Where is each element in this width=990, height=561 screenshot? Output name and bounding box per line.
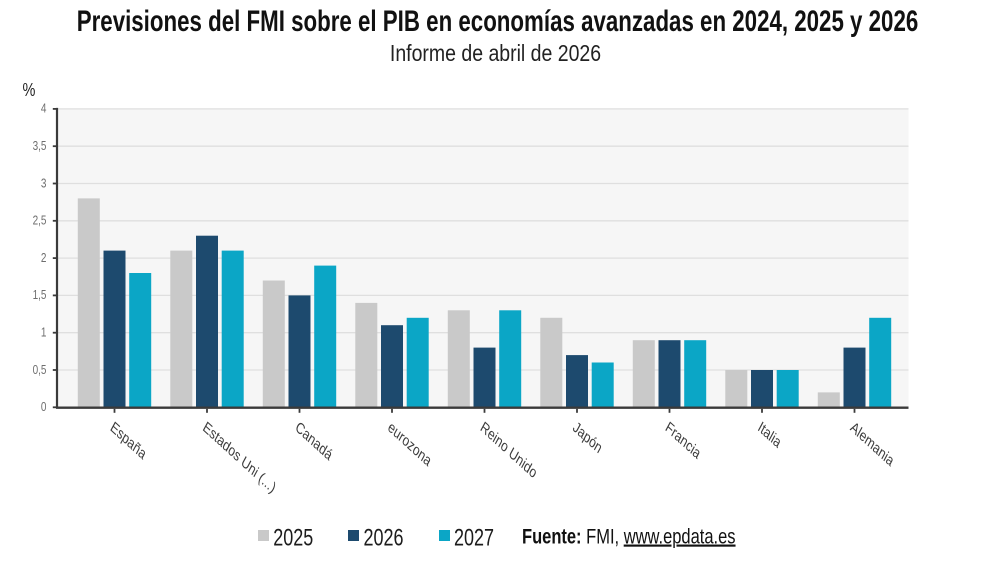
svg-text:2026: 2026 <box>364 524 404 551</box>
svg-text:0: 0 <box>41 401 47 414</box>
svg-text:2027: 2027 <box>454 524 494 551</box>
svg-text:Previsiones del FMI sobre el P: Previsiones del FMI sobre el PIB en econ… <box>77 4 919 38</box>
svg-text:Informe de abril de 2026: Informe de abril de 2026 <box>390 40 601 66</box>
svg-text:%: % <box>23 79 36 100</box>
svg-text:2025: 2025 <box>273 524 313 551</box>
svg-text:0,5: 0,5 <box>33 364 47 377</box>
svg-text:1: 1 <box>41 327 47 340</box>
svg-text:2,5: 2,5 <box>33 215 47 228</box>
svg-text:Fuente: FMI, www.epdata.es: Fuente: FMI, www.epdata.es <box>522 525 736 549</box>
svg-text:3,5: 3,5 <box>33 140 47 153</box>
svg-text:2: 2 <box>41 252 47 265</box>
svg-text:1,5: 1,5 <box>33 289 47 302</box>
svg-text:4: 4 <box>41 103 47 116</box>
svg-text:3: 3 <box>41 177 47 190</box>
